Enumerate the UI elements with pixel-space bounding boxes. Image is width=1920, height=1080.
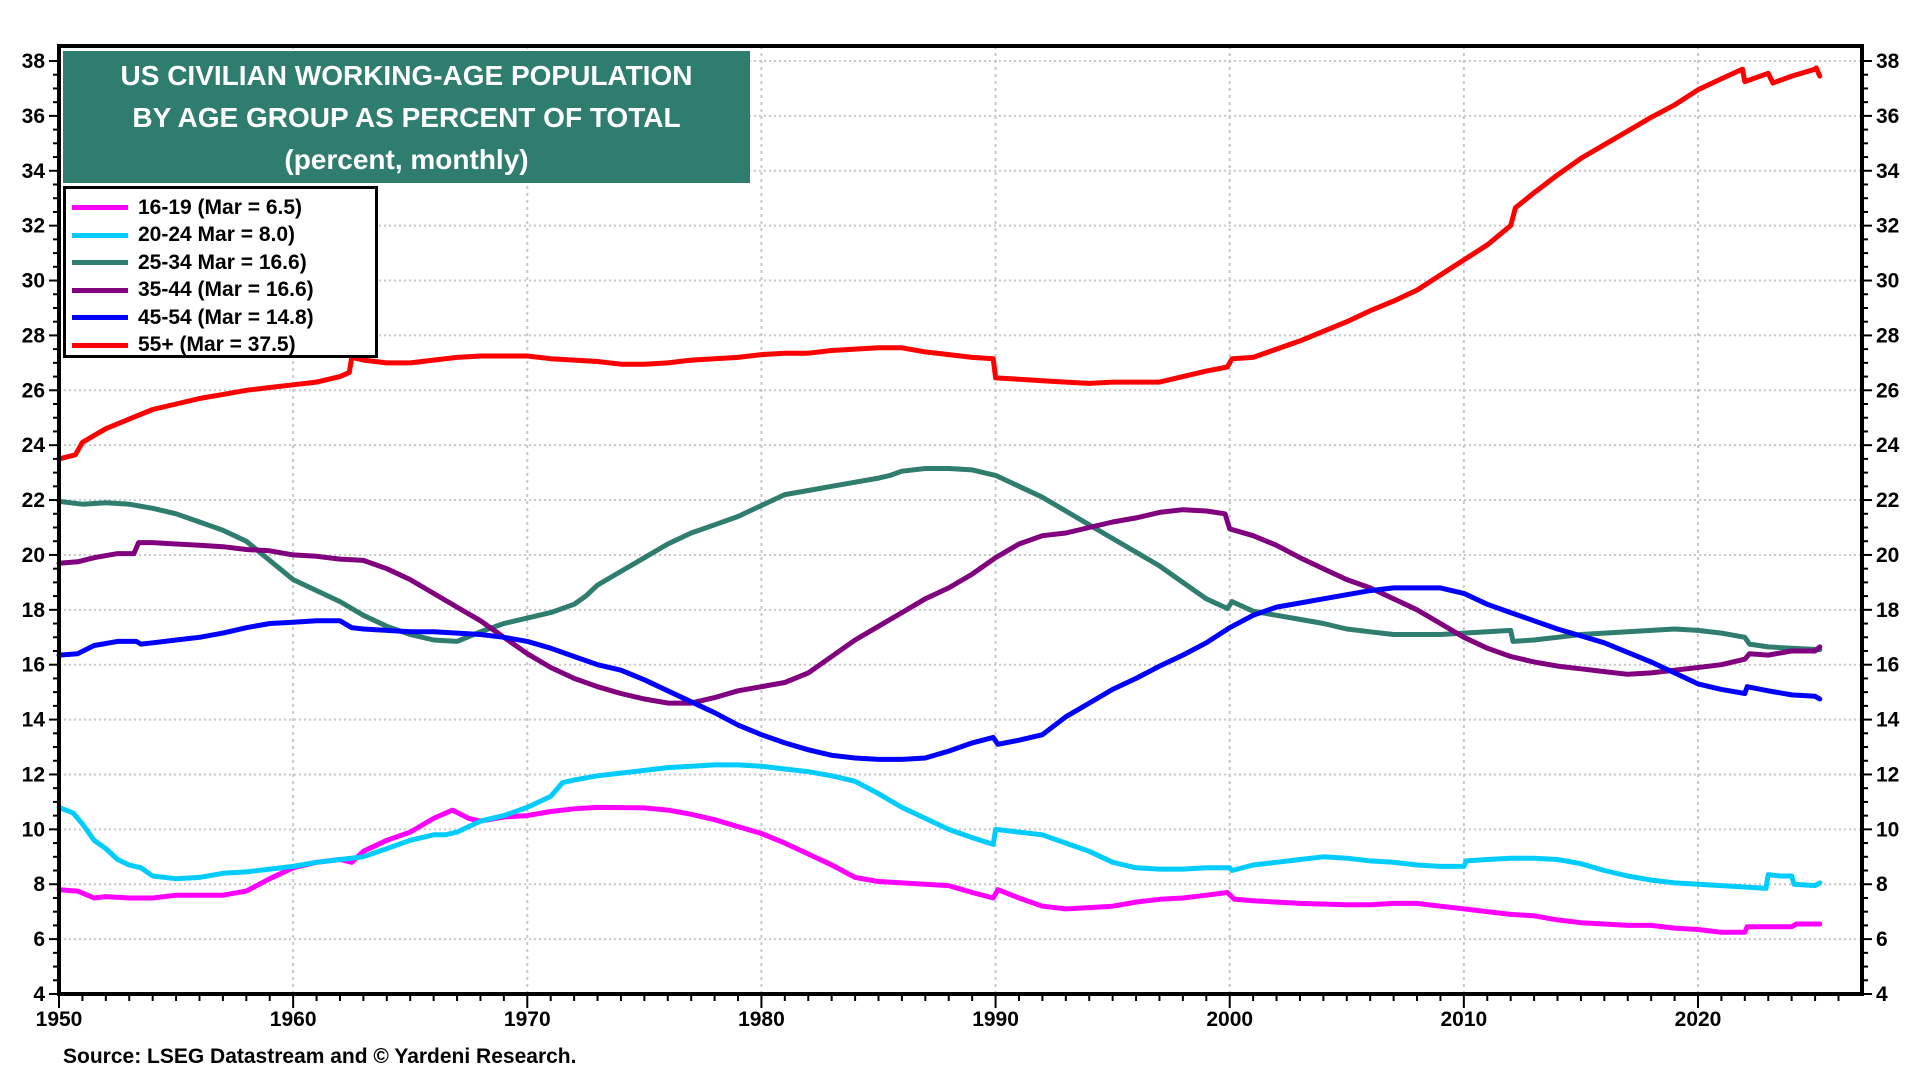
y-tick-label-left: 18	[22, 599, 46, 622]
y-tick-label-right: 16	[1876, 654, 1899, 677]
y-tick-label-right: 4	[1876, 983, 1888, 1006]
legend-label-55-plus: 55+ (Mar = 37.5)	[138, 333, 296, 357]
y-tick-label-left: 14	[22, 709, 46, 732]
y-tick-label-left: 4	[33, 983, 45, 1006]
x-tick-label: 2010	[1440, 1008, 1487, 1031]
series-line-3	[56, 507, 1823, 706]
y-tick-label-left: 36	[22, 105, 45, 128]
y-tick-label-left: 22	[22, 489, 45, 512]
y-tick-label-right: 38	[1876, 50, 1900, 73]
legend-label-16-19: 16-19 (Mar = 6.5)	[138, 195, 303, 219]
legend-item-25-34: 25-34 Mar = 16.6)	[72, 249, 375, 277]
legend-swatch-55-plus	[72, 342, 128, 348]
legend-item-35-44: 35-44 (Mar = 16.6)	[72, 277, 375, 305]
source-note: Source: LSEG Datastream and © Yardeni Re…	[63, 1045, 577, 1068]
y-tick-label-left: 20	[22, 544, 45, 567]
y-tick-label-left: 34	[22, 160, 46, 183]
y-tick-label-right: 20	[1876, 544, 1899, 567]
y-tick-label-right: 28	[1876, 324, 1900, 347]
plot-border	[57, 44, 1864, 996]
chart-title-box: US CIVILIAN WORKING-AGE POPULATION BY AG…	[63, 51, 750, 183]
y-tick-label-right: 8	[1876, 873, 1888, 896]
y-axis-left: 4 6 8 10 12 14 16 18 20 22 24 26 28 30 32 34 36 38	[22, 50, 59, 1006]
legend-label-25-34: 25-34 Mar = 16.6)	[138, 250, 307, 274]
y-tick-label-left: 10	[22, 818, 45, 841]
legend-swatch-35-44	[72, 287, 128, 293]
y-tick-label-left: 8	[33, 873, 45, 896]
y-tick-label-right: 18	[1876, 599, 1900, 622]
y-tick-label-right: 26	[1876, 379, 1899, 402]
y-tick-label-left: 28	[22, 324, 46, 347]
y-tick-label-left: 38	[22, 50, 46, 73]
legend-label-35-44: 35-44 (Mar = 16.6)	[138, 278, 314, 302]
legend-swatch-45-54	[72, 315, 128, 321]
y-tick-label-right: 10	[1876, 818, 1899, 841]
chart-legend: 16-19 (Mar = 6.5) 20-24 Mar = 8.0) 25-34…	[63, 186, 378, 358]
legend-label-20-24: 20-24 Mar = 8.0)	[138, 223, 296, 247]
x-tick-label: 2020	[1675, 1008, 1722, 1031]
y-tick-label-right: 6	[1876, 928, 1888, 951]
series-line-4	[56, 585, 1823, 762]
series-line-5	[56, 65, 1823, 462]
series-lines	[56, 65, 1823, 935]
y-tick-label-right: 12	[1876, 763, 1899, 786]
x-tick-label: 2000	[1206, 1008, 1253, 1031]
legend-item-45-54: 45-54 (Mar = 14.8)	[72, 304, 375, 332]
chart-subtitle: (percent, monthly)	[284, 144, 529, 175]
x-axis: 1950 1960 1970 1980 1990 2000 2010 2020	[36, 994, 1840, 1031]
x-tick-label: 1980	[738, 1008, 785, 1031]
y-tick-label-left: 26	[22, 379, 45, 402]
y-tick-label-left: 16	[22, 654, 45, 677]
legend-item-20-24: 20-24 Mar = 8.0)	[72, 222, 375, 250]
legend-label-45-54: 45-54 (Mar = 14.8)	[138, 305, 314, 329]
x-tick-label: 1950	[36, 1008, 83, 1031]
y-tick-label-right: 22	[1876, 489, 1899, 512]
y-tick-label-right: 24	[1876, 434, 1900, 457]
legend-item-16-19: 16-19 (Mar = 6.5)	[72, 194, 375, 222]
chart-title-line-1: US CIVILIAN WORKING-AGE POPULATION	[120, 60, 693, 91]
x-tick-label: 1990	[972, 1008, 1019, 1031]
y-tick-label-left: 24	[22, 434, 46, 457]
y-tick-label-right: 32	[1876, 215, 1899, 238]
y-tick-label-right: 30	[1876, 270, 1899, 293]
legend-item-55-plus: 55+ (Mar = 37.5)	[72, 332, 375, 360]
legend-swatch-16-19	[72, 205, 128, 211]
y-tick-label-right: 34	[1876, 160, 1900, 183]
plot-frame	[57, 44, 1864, 996]
x-tick-label: 1970	[504, 1008, 551, 1031]
y-tick-label-left: 12	[22, 763, 45, 786]
chart-title-line-2: BY AGE GROUP AS PERCENT OF TOTAL	[132, 102, 681, 133]
y-tick-label-right: 14	[1876, 709, 1900, 732]
y-tick-label-left: 6	[33, 928, 45, 951]
legend-swatch-25-34	[72, 260, 128, 266]
y-tick-label-left: 30	[22, 270, 45, 293]
series-line-2	[56, 466, 1823, 653]
x-tick-label: 1960	[270, 1008, 317, 1031]
y-axis-right: 4 6 8 10 12 14 16 18 20 22 24 26 28 30 32 34 36 38	[1862, 50, 1900, 1006]
y-tick-label-right: 36	[1876, 105, 1899, 128]
y-tick-label-left: 32	[22, 215, 45, 238]
legend-swatch-20-24	[72, 232, 128, 238]
series-line-1	[56, 762, 1823, 891]
